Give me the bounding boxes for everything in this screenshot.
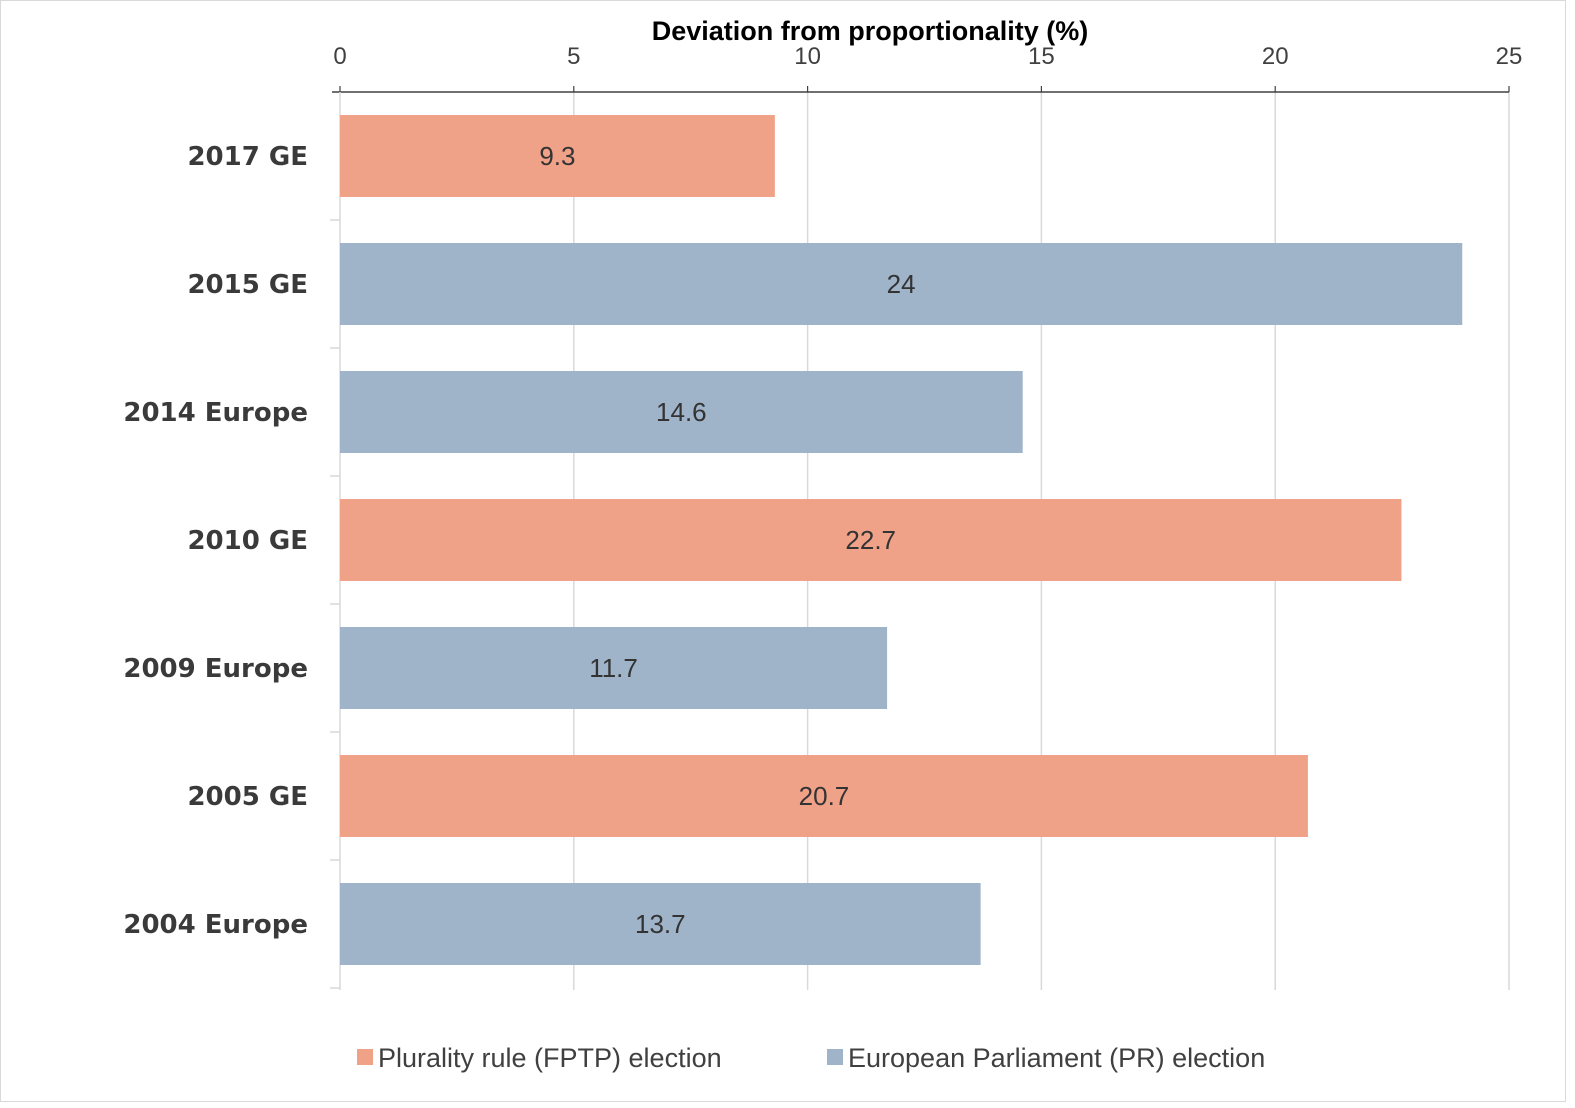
category-label: 2005 GE [187,782,308,812]
x-tick-label-15: 15 [1028,43,1055,70]
legend-swatch-pr [827,1049,843,1065]
bar-2017-ge [340,115,775,197]
x-tick-label-25: 25 [1496,43,1523,70]
bar-2010-ge [340,499,1402,581]
legend-label-pr: European Parliament (PR) election [848,1043,1265,1073]
data-label: 22.7 [845,525,896,555]
data-label: 20.7 [799,781,850,811]
category-label: 2014 Europe [123,398,308,428]
data-label: 13.7 [635,909,686,939]
category-label: 2017 GE [187,142,308,172]
bar-2014-europe [340,371,1023,453]
x-tick-label-0: 0 [333,43,346,70]
category-label: 2015 GE [187,270,308,300]
category-label: 2009 Europe [123,654,308,684]
x-axis: 0 5 10 15 20 25 [330,43,1522,990]
bars: 9.3 24 14.6 22.7 11.7 20.7 13.7 [340,115,1463,965]
data-label: 14.6 [656,397,707,427]
bar-2015-ge [340,243,1463,325]
data-label: 24 [887,269,916,299]
category-label: 2004 Europe [123,910,308,940]
legend-swatch-fptp [357,1049,373,1065]
bar-2005-ge [340,755,1308,837]
category-labels: 2017 GE 2015 GE 2014 Europe 2010 GE 2009 Eur… [123,142,308,940]
x-tick-label-5: 5 [567,43,580,70]
bar-2004-europe [340,883,981,965]
bar-2009-europe [340,627,888,709]
category-label: 2010 GE [187,526,308,556]
x-axis-title: Deviation from proportionality (%) [652,16,1089,46]
x-tick-label-20: 20 [1262,43,1289,70]
x-tick-label-10: 10 [794,43,821,70]
legend-label-fptp: Plurality rule (FPTP) election [378,1043,722,1073]
data-label: 9.3 [539,141,575,171]
data-label: 11.7 [589,653,638,683]
legend: Plurality rule (FPTP) election European … [357,1043,1265,1073]
